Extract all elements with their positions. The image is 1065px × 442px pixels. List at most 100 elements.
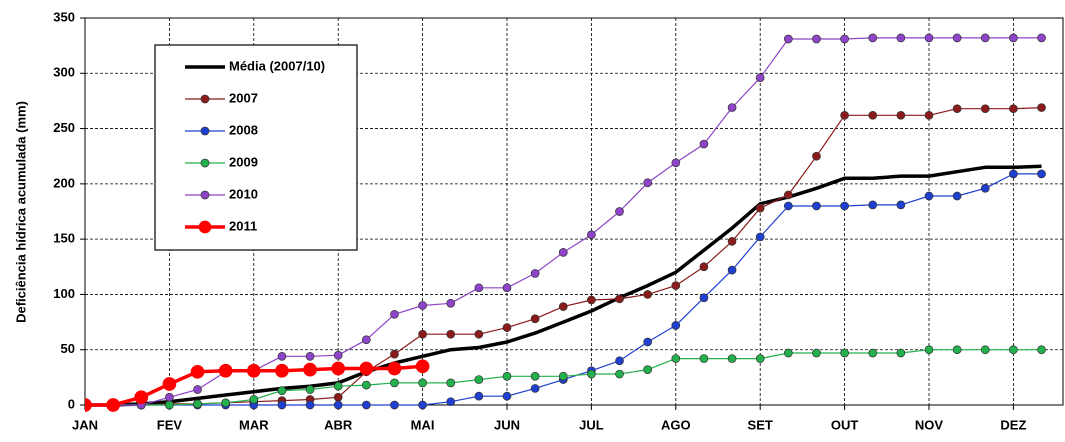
- data-point: [303, 362, 317, 377]
- y-tick-label: 200: [53, 175, 75, 190]
- data-point: [699, 139, 709, 149]
- x-tick-label: DEZ: [1000, 417, 1026, 432]
- data-point: [615, 207, 624, 216]
- data-point: [924, 191, 934, 201]
- data-point: [896, 348, 906, 358]
- plot-border: [84, 17, 1064, 406]
- data-point: [980, 183, 990, 193]
- data-point: [868, 348, 878, 358]
- data-point: [218, 363, 233, 378]
- data-point: [840, 110, 849, 120]
- data-point: [952, 33, 962, 43]
- data-point: [783, 190, 793, 200]
- data-point: [446, 378, 456, 388]
- y-tick-label: 50: [61, 341, 75, 356]
- data-point: [530, 314, 540, 324]
- data-point: [333, 381, 343, 391]
- y-tick-label: 300: [53, 65, 75, 80]
- data-point: [418, 329, 427, 339]
- data-point: [418, 400, 427, 410]
- x-tick-label: JAN: [72, 417, 98, 432]
- data-point: [727, 237, 737, 246]
- data-point: [812, 34, 821, 44]
- data-point: [193, 399, 202, 409]
- data-point: [727, 265, 737, 275]
- data-point: [361, 400, 371, 410]
- data-point: [671, 321, 681, 330]
- data-point: [615, 369, 624, 379]
- data-point: [812, 151, 821, 161]
- data-point: [221, 398, 231, 408]
- data-point: [755, 73, 765, 83]
- data-point: [755, 354, 765, 363]
- data-point: [840, 201, 849, 211]
- data-point: [615, 356, 624, 366]
- data-point: [868, 33, 878, 43]
- data-point: [924, 110, 934, 120]
- data-point: [474, 329, 484, 339]
- data-point: [924, 33, 934, 43]
- legend-label: Média (2007/10): [229, 58, 325, 73]
- data-point: [415, 359, 430, 374]
- data-point: [190, 364, 205, 379]
- y-axis-label: Deficiência hídrica acumulada (mm): [13, 101, 28, 323]
- data-point: [333, 392, 343, 402]
- y-tick-label: 100: [53, 286, 75, 301]
- data-point: [671, 158, 681, 168]
- x-tick-label: MAR: [239, 417, 269, 432]
- data-point: [277, 400, 287, 410]
- data-point: [812, 348, 821, 358]
- data-point: [980, 345, 990, 355]
- data-point: [587, 295, 596, 305]
- data-point: [165, 392, 174, 402]
- data-point: [1037, 345, 1046, 355]
- data-point: [474, 283, 484, 293]
- x-tick-label: SET: [748, 417, 773, 432]
- data-point: [812, 201, 821, 211]
- data-point: [896, 33, 906, 43]
- data-point: [783, 348, 793, 358]
- data-point: [390, 378, 399, 388]
- data-point: [134, 390, 149, 405]
- data-point: [980, 104, 990, 114]
- data-point: [615, 294, 624, 304]
- data-point: [643, 178, 653, 188]
- legend-box: [154, 44, 358, 251]
- data-point: [85, 398, 92, 412]
- data-point: [671, 281, 681, 290]
- data-point: [106, 398, 120, 412]
- legend-label: 2011: [229, 218, 257, 233]
- data-point: [868, 200, 878, 210]
- data-point: [333, 400, 343, 410]
- data-point: [783, 201, 793, 211]
- data-point: [305, 400, 315, 410]
- data-point: [359, 361, 374, 376]
- data-point: [1009, 33, 1018, 43]
- data-point: [755, 203, 765, 213]
- data-point: [671, 354, 681, 363]
- data-point: [277, 386, 287, 395]
- data-point: [558, 371, 568, 381]
- data-point: [530, 269, 540, 278]
- data-point: [331, 361, 346, 376]
- x-tick-label: AGO: [661, 417, 691, 432]
- data-point: [502, 391, 512, 401]
- data-point: [952, 345, 962, 355]
- data-point: [587, 369, 596, 379]
- data-point: [446, 298, 456, 308]
- legend-label: 2008: [229, 122, 258, 137]
- data-point: [896, 110, 906, 120]
- data-point: [980, 33, 990, 43]
- data-point: [952, 104, 962, 114]
- data-point: [246, 363, 261, 378]
- data-point: [1037, 169, 1046, 179]
- data-point: [1037, 33, 1046, 43]
- data-point: [390, 349, 399, 359]
- data-point: [755, 232, 765, 242]
- data-point: [587, 230, 596, 240]
- data-point: [558, 248, 568, 257]
- data-point: [162, 377, 177, 391]
- legend-marker: [200, 158, 210, 168]
- x-tick-label: FEV: [157, 417, 183, 432]
